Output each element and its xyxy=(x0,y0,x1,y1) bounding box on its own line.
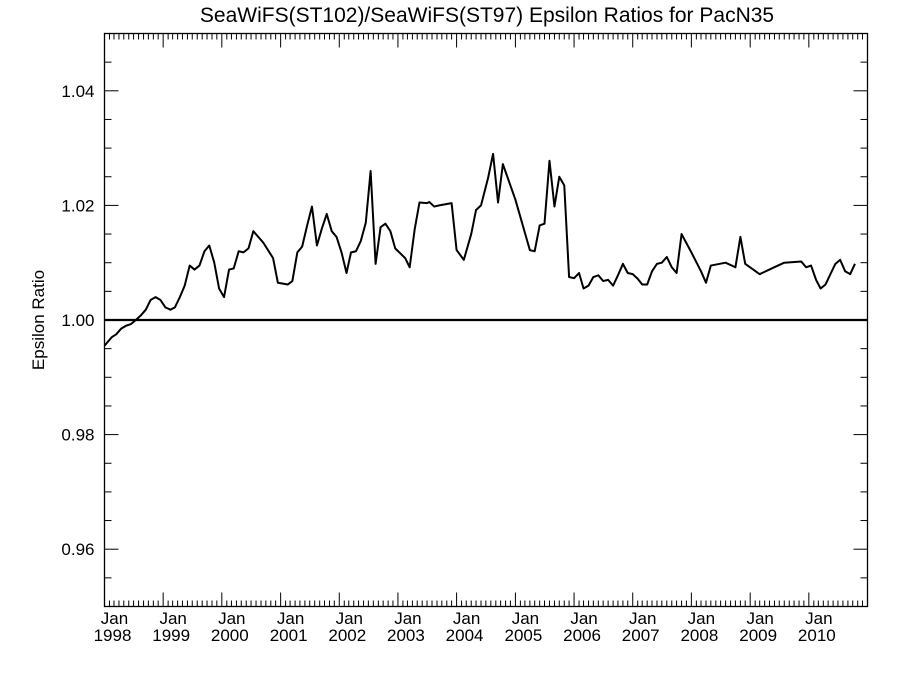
x-tick-label-year: 2008 xyxy=(680,626,718,645)
x-tick-label-year: 2002 xyxy=(328,626,366,645)
x-tick-label-month: Jan xyxy=(336,609,363,628)
x-tick-label-year: 2003 xyxy=(387,626,425,645)
x-tick-label-month: Jan xyxy=(218,609,245,628)
x-tick-label-year: 2004 xyxy=(446,626,484,645)
series-line-epsilon-ratio xyxy=(103,152,856,347)
axis-ticks xyxy=(104,33,868,607)
x-tick-label-month: Jan xyxy=(159,609,186,628)
x-tick-label-year: 2000 xyxy=(211,626,249,645)
y-axis-label: Epsilon Ratio xyxy=(29,270,48,370)
x-tick-label-month: Jan xyxy=(512,609,539,628)
y-tick-label: 1.02 xyxy=(61,196,94,215)
chart-title: SeaWiFS(ST102)/SeaWiFS(ST97) Epsilon Rat… xyxy=(200,4,774,27)
x-tick-label-month: Jan xyxy=(453,609,480,628)
x-tick-label-year: 2010 xyxy=(798,626,836,645)
tick-labels: 0.960.981.001.021.04Jan1998Jan1999Jan200… xyxy=(61,82,835,645)
y-tick-label: 0.96 xyxy=(61,540,94,559)
x-tick-label-year: 2001 xyxy=(270,626,308,645)
x-tick-label-year: 2009 xyxy=(739,626,777,645)
x-tick-label-month: Jan xyxy=(570,609,597,628)
x-tick-label-month: Jan xyxy=(277,609,304,628)
x-tick-label-month: Jan xyxy=(101,609,128,628)
x-tick-label-month: Jan xyxy=(629,609,656,628)
y-tick-label: 1.04 xyxy=(61,82,94,101)
x-tick-label-year: 2007 xyxy=(622,626,660,645)
x-tick-label-month: Jan xyxy=(805,609,832,628)
y-tick-label: 1.00 xyxy=(61,311,94,330)
x-tick-label-month: Jan xyxy=(394,609,421,628)
x-tick-label-year: 1998 xyxy=(94,626,132,645)
x-tick-label-year: 2005 xyxy=(504,626,542,645)
x-tick-label-month: Jan xyxy=(688,609,715,628)
x-tick-label-year: 1999 xyxy=(152,626,190,645)
y-tick-label: 0.98 xyxy=(61,426,94,445)
x-tick-label-month: Jan xyxy=(746,609,773,628)
x-tick-label-year: 2006 xyxy=(563,626,601,645)
